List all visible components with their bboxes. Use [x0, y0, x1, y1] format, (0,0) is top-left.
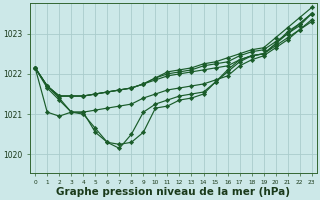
X-axis label: Graphe pression niveau de la mer (hPa): Graphe pression niveau de la mer (hPa)	[56, 187, 291, 197]
